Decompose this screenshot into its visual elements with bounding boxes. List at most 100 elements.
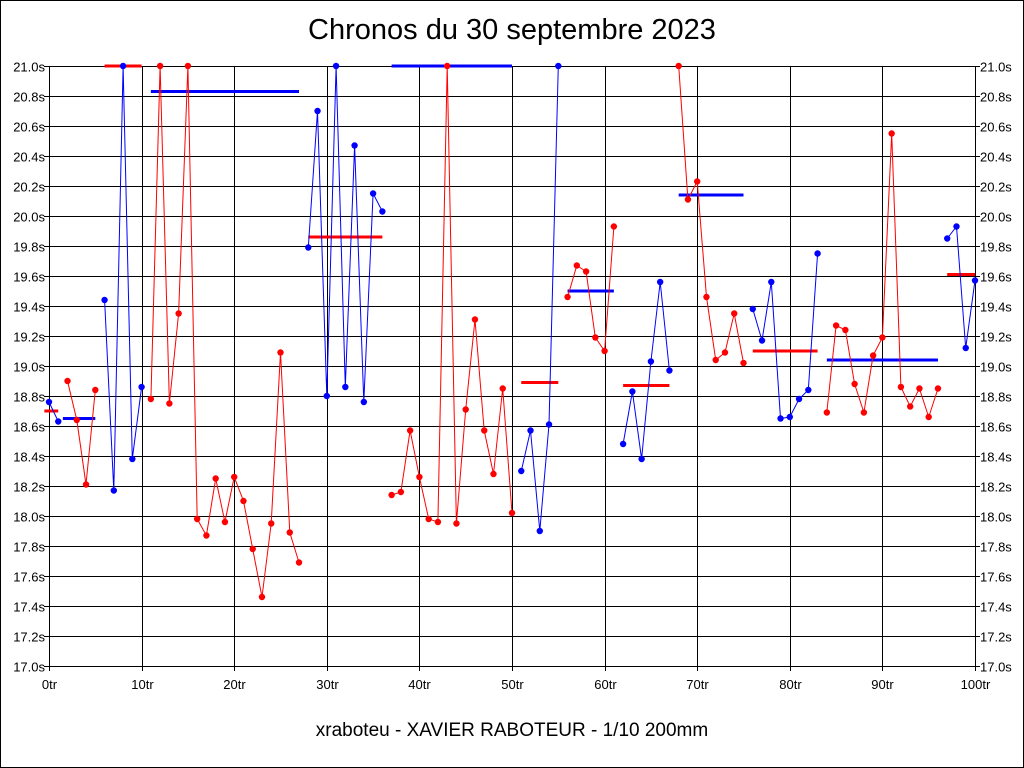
series-line — [48, 401, 59, 422]
data-point — [110, 487, 118, 494]
data-point — [138, 383, 145, 391]
data-point — [786, 413, 793, 421]
data-point — [323, 392, 330, 400]
y-tick-label-right: 17.2s — [980, 630, 1012, 645]
chart-title: Chronos du 30 septembre 2023 — [308, 14, 716, 46]
x-tick-label: 30tr — [316, 677, 339, 692]
data-point — [564, 293, 571, 301]
data-point — [101, 296, 108, 304]
data-point — [712, 356, 719, 364]
chart-grid — [44, 66, 980, 671]
data-point — [332, 62, 340, 70]
x-tick-label: 20tr — [223, 677, 246, 692]
data-point — [147, 395, 155, 403]
data-point — [184, 62, 192, 70]
x-tick-label: 40tr — [408, 677, 431, 692]
data-point — [925, 413, 932, 421]
data-point — [462, 406, 469, 413]
series-line — [391, 65, 513, 524]
data-point — [536, 527, 543, 535]
y-tick-label-right: 17.4s — [980, 600, 1012, 615]
data-point — [832, 322, 840, 329]
data-point — [471, 316, 479, 323]
data-point — [443, 62, 451, 70]
data-point — [351, 142, 358, 149]
y-tick-label-left: 20.6s — [13, 120, 45, 135]
series-line — [307, 65, 383, 403]
y-tick-label-right: 21.0s — [980, 60, 1012, 75]
data-point — [851, 380, 858, 388]
data-point — [656, 278, 664, 286]
x-tick-label: 0tr — [42, 677, 58, 692]
data-point — [258, 593, 266, 601]
data-point — [416, 473, 423, 481]
data-point — [119, 62, 127, 70]
data-point — [425, 515, 432, 523]
data-point — [55, 418, 62, 425]
data-point — [342, 383, 349, 391]
data-point — [906, 403, 914, 410]
y-tick-label-left: 20.0s — [13, 210, 45, 225]
y-tick-label-right: 18.4s — [980, 450, 1012, 465]
data-point — [740, 359, 747, 367]
data-point — [842, 326, 849, 334]
data-point — [749, 305, 756, 313]
data-point — [879, 334, 886, 341]
y-tick-label-right: 18.2s — [980, 480, 1012, 495]
data-point — [45, 398, 53, 406]
y-tick-label-left: 18.0s — [13, 510, 45, 525]
y-tick-label-left: 17.6s — [13, 570, 45, 585]
y-tick-label-right: 19.6s — [980, 270, 1012, 285]
data-point — [490, 470, 497, 478]
data-point — [166, 400, 173, 407]
data-point — [481, 427, 488, 434]
data-point — [971, 277, 979, 284]
data-point — [193, 515, 201, 523]
series-line — [678, 65, 744, 364]
data-point — [694, 178, 701, 185]
data-point — [453, 520, 460, 527]
y-tick-label-left: 20.8s — [13, 90, 45, 105]
y-tick-label-right: 18.0s — [980, 510, 1012, 525]
data-point — [369, 190, 377, 197]
series-line — [567, 226, 615, 353]
data-point — [675, 62, 682, 70]
data-point — [647, 358, 655, 365]
y-tick-label-right: 18.8s — [980, 390, 1012, 405]
y-tick-label-left: 19.8s — [13, 240, 45, 255]
data-point — [268, 520, 275, 527]
data-point — [379, 208, 386, 215]
y-tick-label-right: 17.8s — [980, 540, 1012, 555]
data-point — [703, 293, 710, 301]
data-point — [684, 196, 692, 203]
y-tick-label-left: 21.0s — [13, 60, 45, 75]
series-line — [150, 65, 300, 598]
y-tick-label-left: 19.4s — [13, 300, 45, 315]
chart-footer: xraboteu - XAVIER RABOTEUR - 1/10 200mm — [315, 720, 709, 741]
data-point — [814, 250, 821, 257]
data-point — [434, 518, 442, 526]
data-point — [731, 310, 738, 317]
data-point — [388, 491, 395, 499]
y-tick-label-right: 20.6s — [980, 120, 1012, 135]
series-line — [622, 281, 670, 460]
tick-labels: 21.0s 21.0s 20.8s 20.8s 20.6s 20.6s 20.4s 20.4s… — [13, 60, 1012, 693]
data-point — [518, 467, 525, 475]
data-point — [962, 344, 969, 352]
y-tick-label-right: 20.2s — [980, 180, 1012, 195]
data-point — [573, 262, 581, 269]
x-tick-label: 80tr — [779, 677, 802, 692]
data-point — [221, 518, 229, 526]
data-point — [953, 223, 960, 230]
data-point — [203, 532, 210, 539]
x-tick-label: 10tr — [131, 677, 154, 692]
data-point — [666, 367, 673, 374]
series-line — [67, 380, 96, 485]
data-point — [777, 415, 784, 422]
y-tick-label-right: 19.4s — [980, 300, 1012, 315]
data-point — [231, 473, 238, 481]
y-tick-label-right: 19.8s — [980, 240, 1012, 255]
data-point — [527, 427, 534, 434]
y-tick-label-left: 20.4s — [13, 150, 45, 165]
